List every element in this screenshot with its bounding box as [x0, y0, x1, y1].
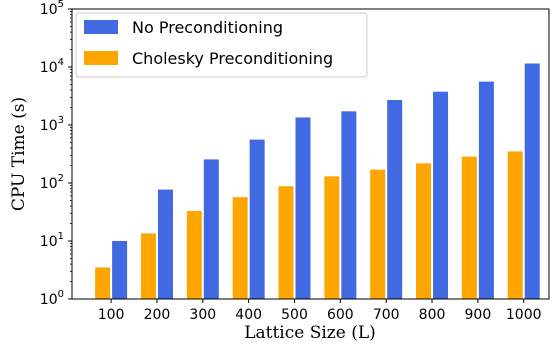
bar-cholesky-preconditioning-300 — [186, 210, 202, 299]
bar-no-preconditioning-200 — [157, 189, 173, 299]
y-axis: 100 101 102 103 104 105 — [40, 0, 72, 308]
bar-no-preconditioning-800 — [433, 91, 449, 300]
x-tick-label-800: 800 — [419, 307, 446, 323]
x-tick-label-1000: 1000 — [506, 307, 542, 323]
y-tick-label-3: 103 — [40, 115, 64, 134]
x-tick-label-900: 900 — [465, 307, 492, 323]
x-tick-label-700: 700 — [373, 307, 400, 323]
bar-cholesky-preconditioning-500 — [278, 186, 294, 299]
y-tick-label-2: 102 — [40, 173, 64, 192]
x-tick-label-200: 200 — [144, 307, 171, 323]
x-tick-label-600: 600 — [327, 307, 354, 323]
legend-swatch-cholesky-preconditioning — [84, 51, 118, 65]
x-axis-title: Lattice Size (L) — [244, 323, 376, 343]
bar-cholesky-preconditioning-100 — [95, 267, 111, 299]
bar-no-preconditioning-900 — [478, 81, 494, 299]
y-axis-title: CPU Time (s) — [9, 97, 29, 211]
bar-cholesky-preconditioning-1000 — [507, 151, 523, 299]
bar-cholesky-preconditioning-700 — [370, 169, 386, 299]
bars-layer — [95, 63, 540, 300]
legend-swatch-no-preconditioning — [84, 20, 118, 34]
bar-no-preconditioning-100 — [112, 241, 128, 299]
y-tick-label-4: 104 — [40, 57, 64, 76]
y-tick-label-0: 100 — [40, 289, 64, 308]
legend-label-cholesky-preconditioning: Cholesky Preconditioning — [132, 49, 333, 68]
bar-no-preconditioning-400 — [249, 139, 265, 299]
y-tick-label-5: 105 — [40, 0, 64, 18]
bar-no-preconditioning-600 — [341, 111, 357, 299]
y-tick-label-1: 101 — [40, 231, 64, 250]
plot-frame — [71, 8, 550, 300]
legend: No Preconditioning Cholesky Precondition… — [75, 12, 368, 78]
bar-no-preconditioning-500 — [295, 117, 311, 299]
bar-cholesky-preconditioning-400 — [232, 197, 248, 299]
x-tick-label-100: 100 — [98, 307, 125, 323]
bar-cholesky-preconditioning-600 — [324, 176, 340, 299]
bar-cholesky-preconditioning-200 — [140, 233, 156, 299]
x-axis: 100 200 300 400 500 600 700 800 900 1000 — [98, 299, 542, 323]
bar-no-preconditioning-300 — [203, 159, 219, 299]
x-tick-label-400: 400 — [235, 307, 262, 323]
legend-frame — [75, 12, 368, 78]
bar-no-preconditioning-1000 — [524, 63, 540, 300]
bar-cholesky-preconditioning-900 — [461, 156, 477, 299]
x-tick-label-500: 500 — [281, 307, 308, 323]
x-tick-label-300: 300 — [189, 307, 216, 323]
legend-label-no-preconditioning: No Preconditioning — [132, 18, 283, 37]
bar-cholesky-preconditioning-800 — [416, 163, 432, 299]
bar-no-preconditioning-700 — [387, 99, 403, 300]
